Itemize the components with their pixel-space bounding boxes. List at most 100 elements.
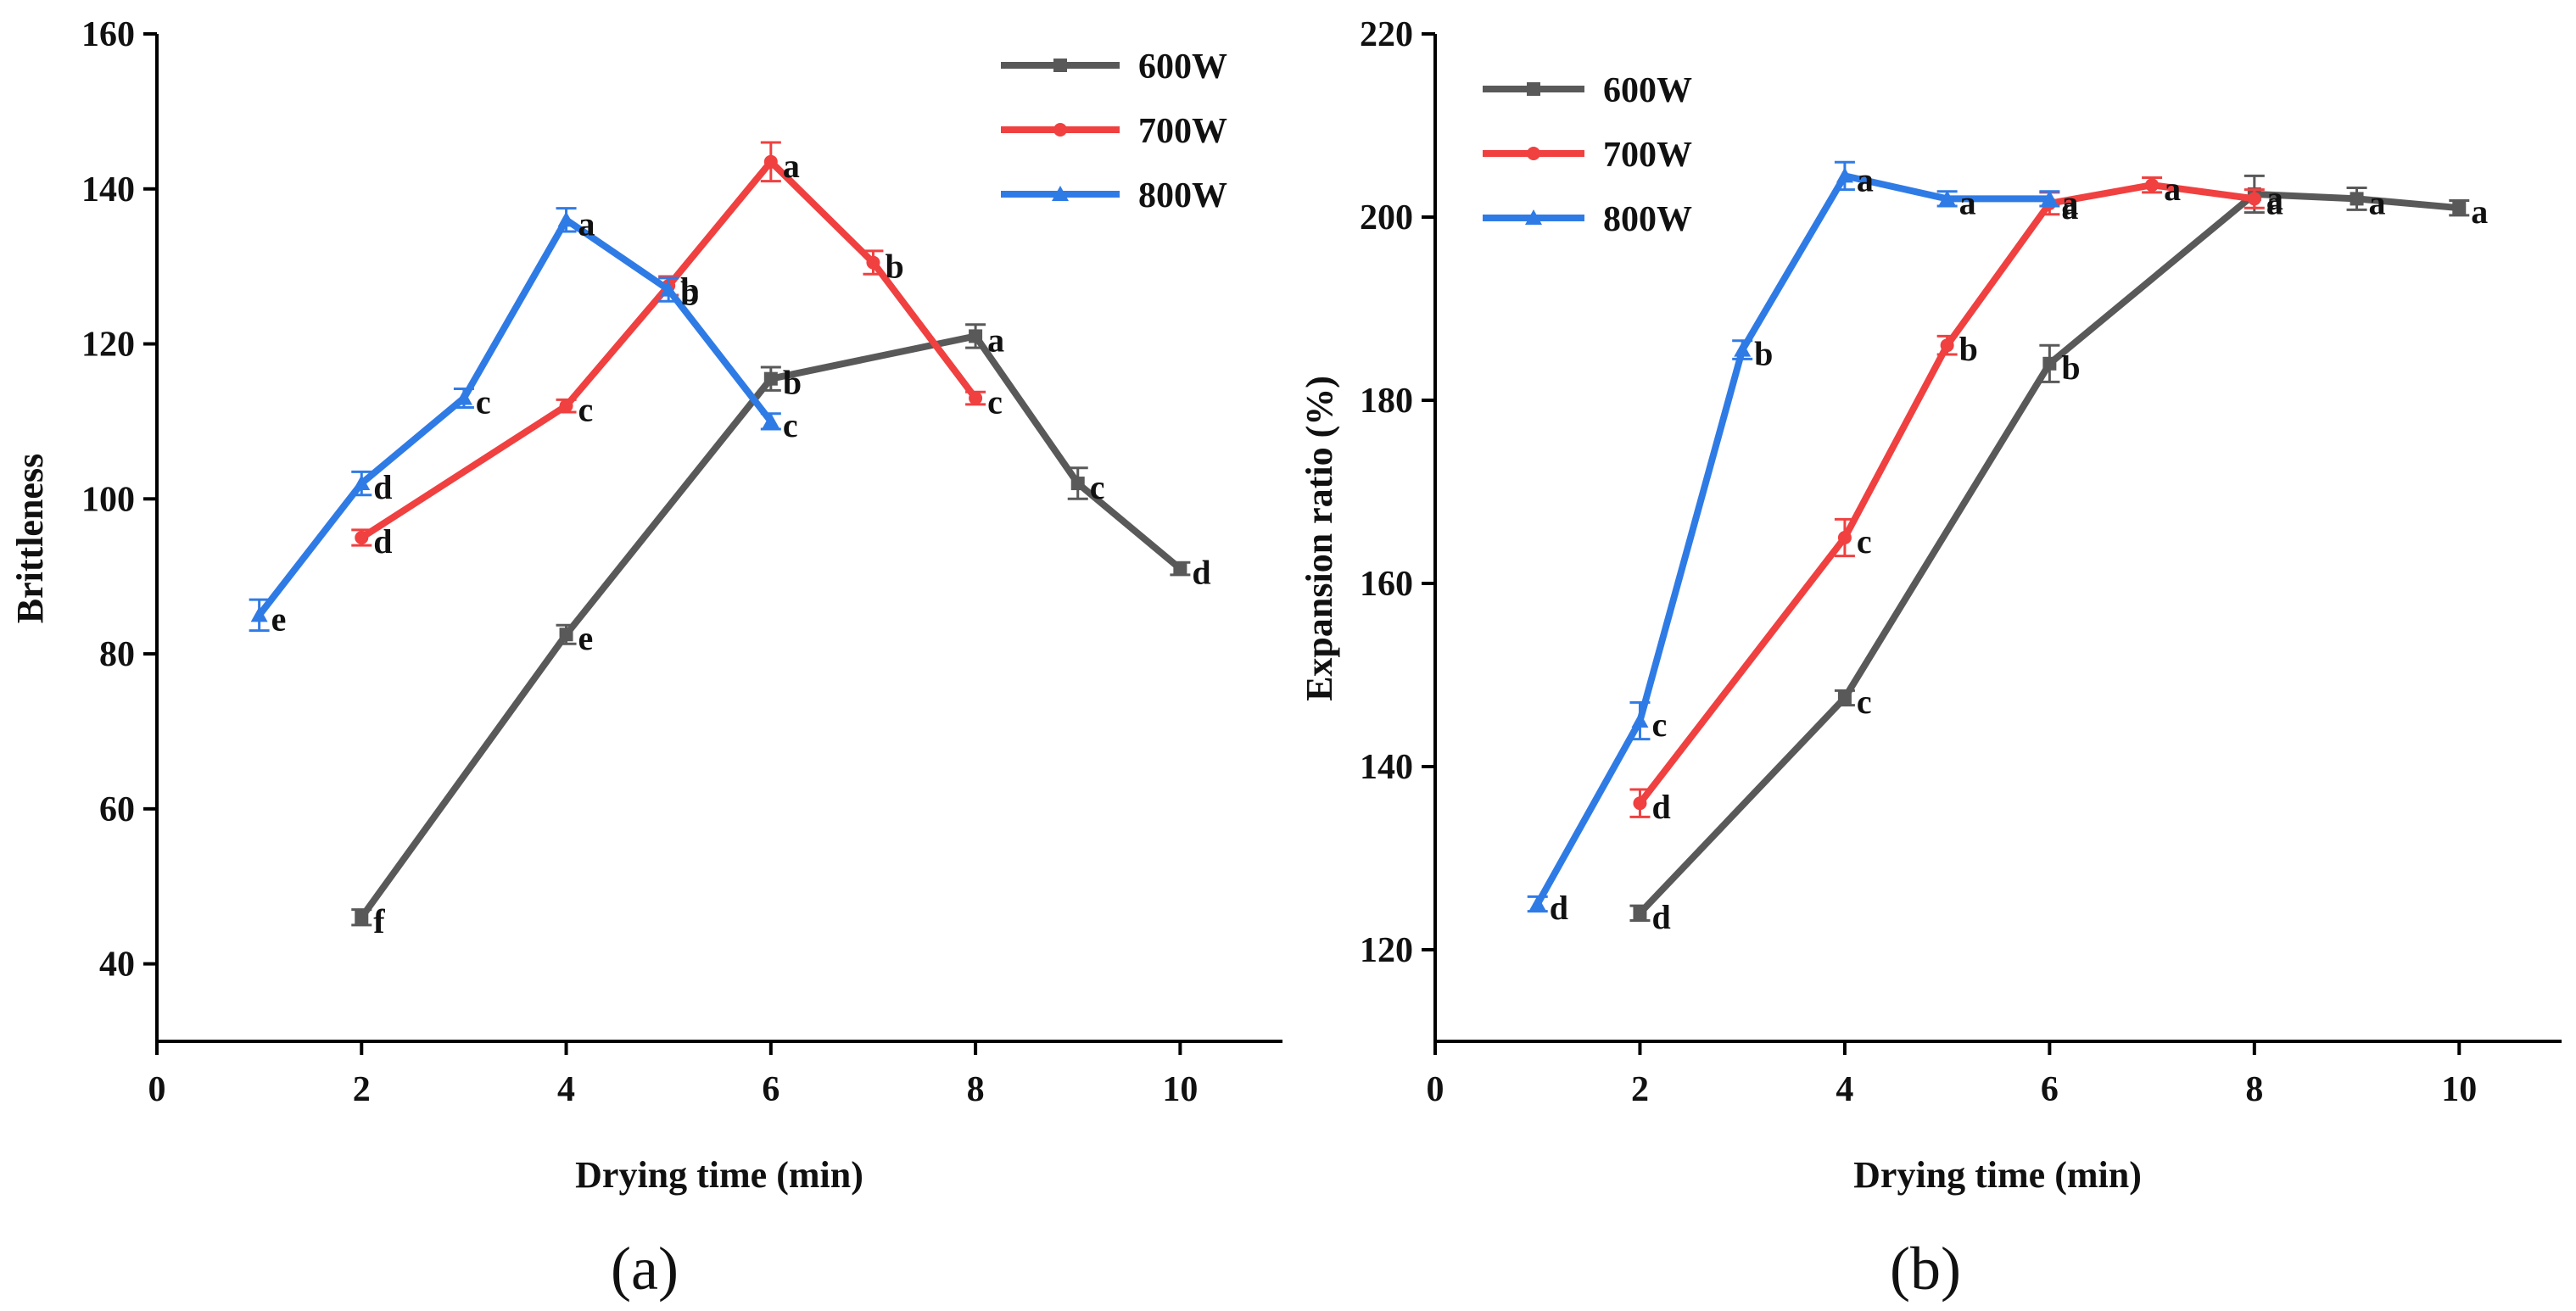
legend-label: 600W xyxy=(1138,47,1227,86)
series-line-600W xyxy=(1636,191,2463,917)
significance-label: c xyxy=(578,391,594,429)
legend-marker xyxy=(1053,59,1067,72)
y-tick-label: 120 xyxy=(1360,931,1413,970)
y-tick-label: 80 xyxy=(99,635,135,674)
significance-label: a xyxy=(987,321,1004,359)
y-axis-title: Expansion ratio (%) xyxy=(1299,376,1340,701)
significance-label: c xyxy=(1857,683,1872,721)
significance-label: a xyxy=(1857,160,1874,198)
x-tick-label: 4 xyxy=(557,1070,575,1109)
data-point-700W xyxy=(1633,796,1647,811)
y-tick-label: 60 xyxy=(99,790,135,829)
x-tick-label: 0 xyxy=(1427,1070,1444,1109)
legend-item-700W: 700W xyxy=(1483,136,1692,175)
data-point-800W xyxy=(557,211,575,227)
data-point-800W xyxy=(353,475,371,491)
y-tick-label: 160 xyxy=(1360,565,1413,604)
significance-label: b xyxy=(1754,335,1773,373)
data-point-700W xyxy=(355,531,369,544)
data-point-800W xyxy=(1528,895,1546,911)
significance-label: d xyxy=(373,522,392,561)
data-point-700W xyxy=(2247,192,2261,206)
legend-item-800W: 800W xyxy=(1001,176,1227,215)
significance-label: c xyxy=(476,383,491,421)
significance-label: c xyxy=(783,406,798,444)
y-tick-label: 40 xyxy=(99,946,135,985)
data-point-600W xyxy=(1633,906,1647,920)
significance-label: b xyxy=(885,248,903,286)
legend-marker xyxy=(1525,209,1542,225)
significance-label: d xyxy=(1550,889,1568,927)
legend-marker xyxy=(1053,123,1067,137)
x-axis-title: Drying time (min) xyxy=(575,1154,863,1196)
series-line-800W xyxy=(1534,172,2054,907)
significance-label: b xyxy=(680,275,699,313)
data-point-700W xyxy=(969,391,983,405)
significance-label: e xyxy=(271,600,287,638)
significance-label: d xyxy=(373,468,392,506)
data-point-600W xyxy=(2042,356,2057,371)
significance-label: b xyxy=(1959,330,1978,368)
legend-label: 700W xyxy=(1138,112,1227,151)
legend-label: 700W xyxy=(1603,136,1692,175)
series-700W: d c b a a a xyxy=(1629,170,2283,826)
y-tick-label: 100 xyxy=(81,480,135,519)
legend-item-600W: 600W xyxy=(1483,71,1692,110)
significance-label: a xyxy=(2471,192,2488,231)
significance-label: d xyxy=(1192,554,1210,592)
series-600W: d c b a a a xyxy=(1629,174,2488,936)
significance-label: a xyxy=(1959,183,1976,221)
significance-label: b xyxy=(783,364,802,402)
series-line-600W xyxy=(358,332,1184,921)
data-point-800W xyxy=(455,389,472,405)
significance-label: b xyxy=(680,271,699,309)
panel-label: (a) xyxy=(611,1235,679,1303)
legend-label: 800W xyxy=(1138,176,1227,215)
x-tick-label: 8 xyxy=(2245,1070,2263,1109)
significance-label: c xyxy=(1651,706,1667,744)
significance-label: c xyxy=(987,383,1003,421)
data-point-800W xyxy=(250,606,268,622)
series-line-800W xyxy=(255,216,774,619)
data-point-800W xyxy=(1734,341,1752,357)
data-point-600W xyxy=(2452,201,2467,215)
legend-label: 800W xyxy=(1603,200,1692,239)
series-line-700W xyxy=(1636,181,2258,807)
data-point-700W xyxy=(763,154,778,169)
panel-a-brittleness-chart: 40 60 80 100 120 140 160 0 2 4 6 8 10 Drying time (mi… xyxy=(9,15,1282,1303)
significance-label: c xyxy=(1857,522,1872,561)
significance-label: f xyxy=(373,902,385,940)
data-point-600W xyxy=(1837,691,1852,705)
y-axis-title: Brittleness xyxy=(9,454,51,623)
data-point-700W xyxy=(866,255,880,270)
x-axis-title: Drying time (min) xyxy=(1853,1154,2142,1196)
data-point-700W xyxy=(559,399,573,413)
x-tick-label: 2 xyxy=(353,1070,371,1109)
significance-label: d xyxy=(1651,788,1670,826)
significance-label: a xyxy=(2061,188,2078,226)
x-tick-label: 8 xyxy=(967,1070,985,1109)
data-point-800W xyxy=(1836,167,1853,183)
legend-item-700W: 700W xyxy=(1001,112,1227,151)
legend-item-600W: 600W xyxy=(1001,47,1227,86)
significance-label: e xyxy=(578,619,594,657)
series-line-700W xyxy=(358,158,980,541)
data-point-800W xyxy=(1631,712,1649,728)
y-tick-label: 140 xyxy=(81,170,135,209)
data-point-800W xyxy=(2041,190,2059,206)
data-point-800W xyxy=(1938,190,1956,206)
data-point-600W xyxy=(763,371,778,386)
y-tick-label: 160 xyxy=(81,15,135,54)
data-point-600W xyxy=(1070,477,1085,491)
x-tick-label: 10 xyxy=(1162,1070,1198,1109)
significance-label: a xyxy=(2164,170,2181,208)
significance-label: a xyxy=(578,204,595,243)
series-800W: e d c a b c xyxy=(249,204,798,638)
legend-marker xyxy=(1527,147,1540,160)
data-point-600W xyxy=(1173,561,1187,576)
x-tick-label: 10 xyxy=(2441,1070,2477,1109)
data-point-800W xyxy=(762,412,780,428)
